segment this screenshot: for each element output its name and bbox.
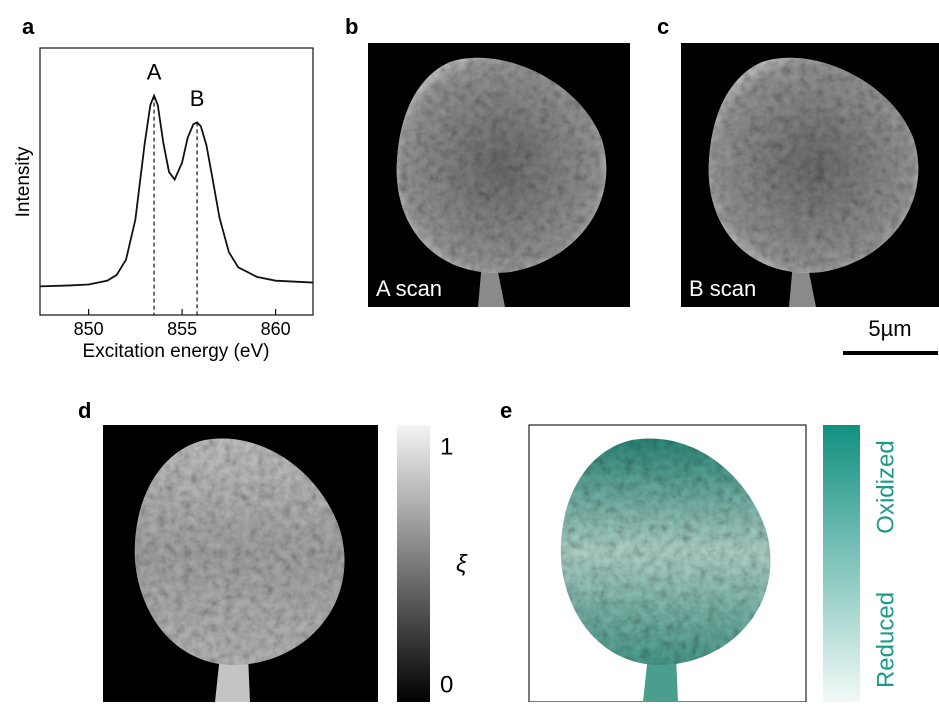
x-tick-label: 860 <box>261 319 291 339</box>
image-label: B scan <box>689 276 756 301</box>
xi-map <box>134 438 345 666</box>
image-label: A scan <box>376 276 442 301</box>
x-tick-label: 855 <box>167 319 197 339</box>
panel-label: d <box>78 398 91 423</box>
particle <box>708 57 919 273</box>
stem <box>789 262 816 307</box>
panel-label: a <box>22 14 35 39</box>
spectrum-plot: Excitation energy (eV) Intensity 850 855 8… <box>13 47 314 362</box>
plot-frame <box>39 47 314 316</box>
x-axis-label: Excitation energy (eV) <box>83 341 270 362</box>
panel-label: c <box>657 14 669 39</box>
redox-map <box>560 438 771 666</box>
stem <box>215 655 250 702</box>
particle <box>396 57 607 273</box>
colorbar-label: Reduced <box>872 592 899 688</box>
colorbar <box>397 425 430 702</box>
stem <box>478 262 505 307</box>
stem <box>643 655 678 702</box>
colorbar-label: Oxidized <box>872 440 899 533</box>
peak-label: A <box>147 59 162 84</box>
panel-label: e <box>500 398 512 423</box>
panel-label: b <box>345 14 358 39</box>
colorbar <box>823 425 860 702</box>
peak-label: B <box>190 86 205 111</box>
colorbar-label: ξ <box>456 550 468 577</box>
colorbar-tick: 0 <box>440 671 453 698</box>
x-tick-label: 850 <box>74 319 104 339</box>
spectrum-line <box>39 93 314 288</box>
scale-bar-label: 5µm <box>868 316 911 341</box>
y-axis-label: Intensity <box>13 146 34 217</box>
colorbar-tick: 1 <box>440 433 453 460</box>
